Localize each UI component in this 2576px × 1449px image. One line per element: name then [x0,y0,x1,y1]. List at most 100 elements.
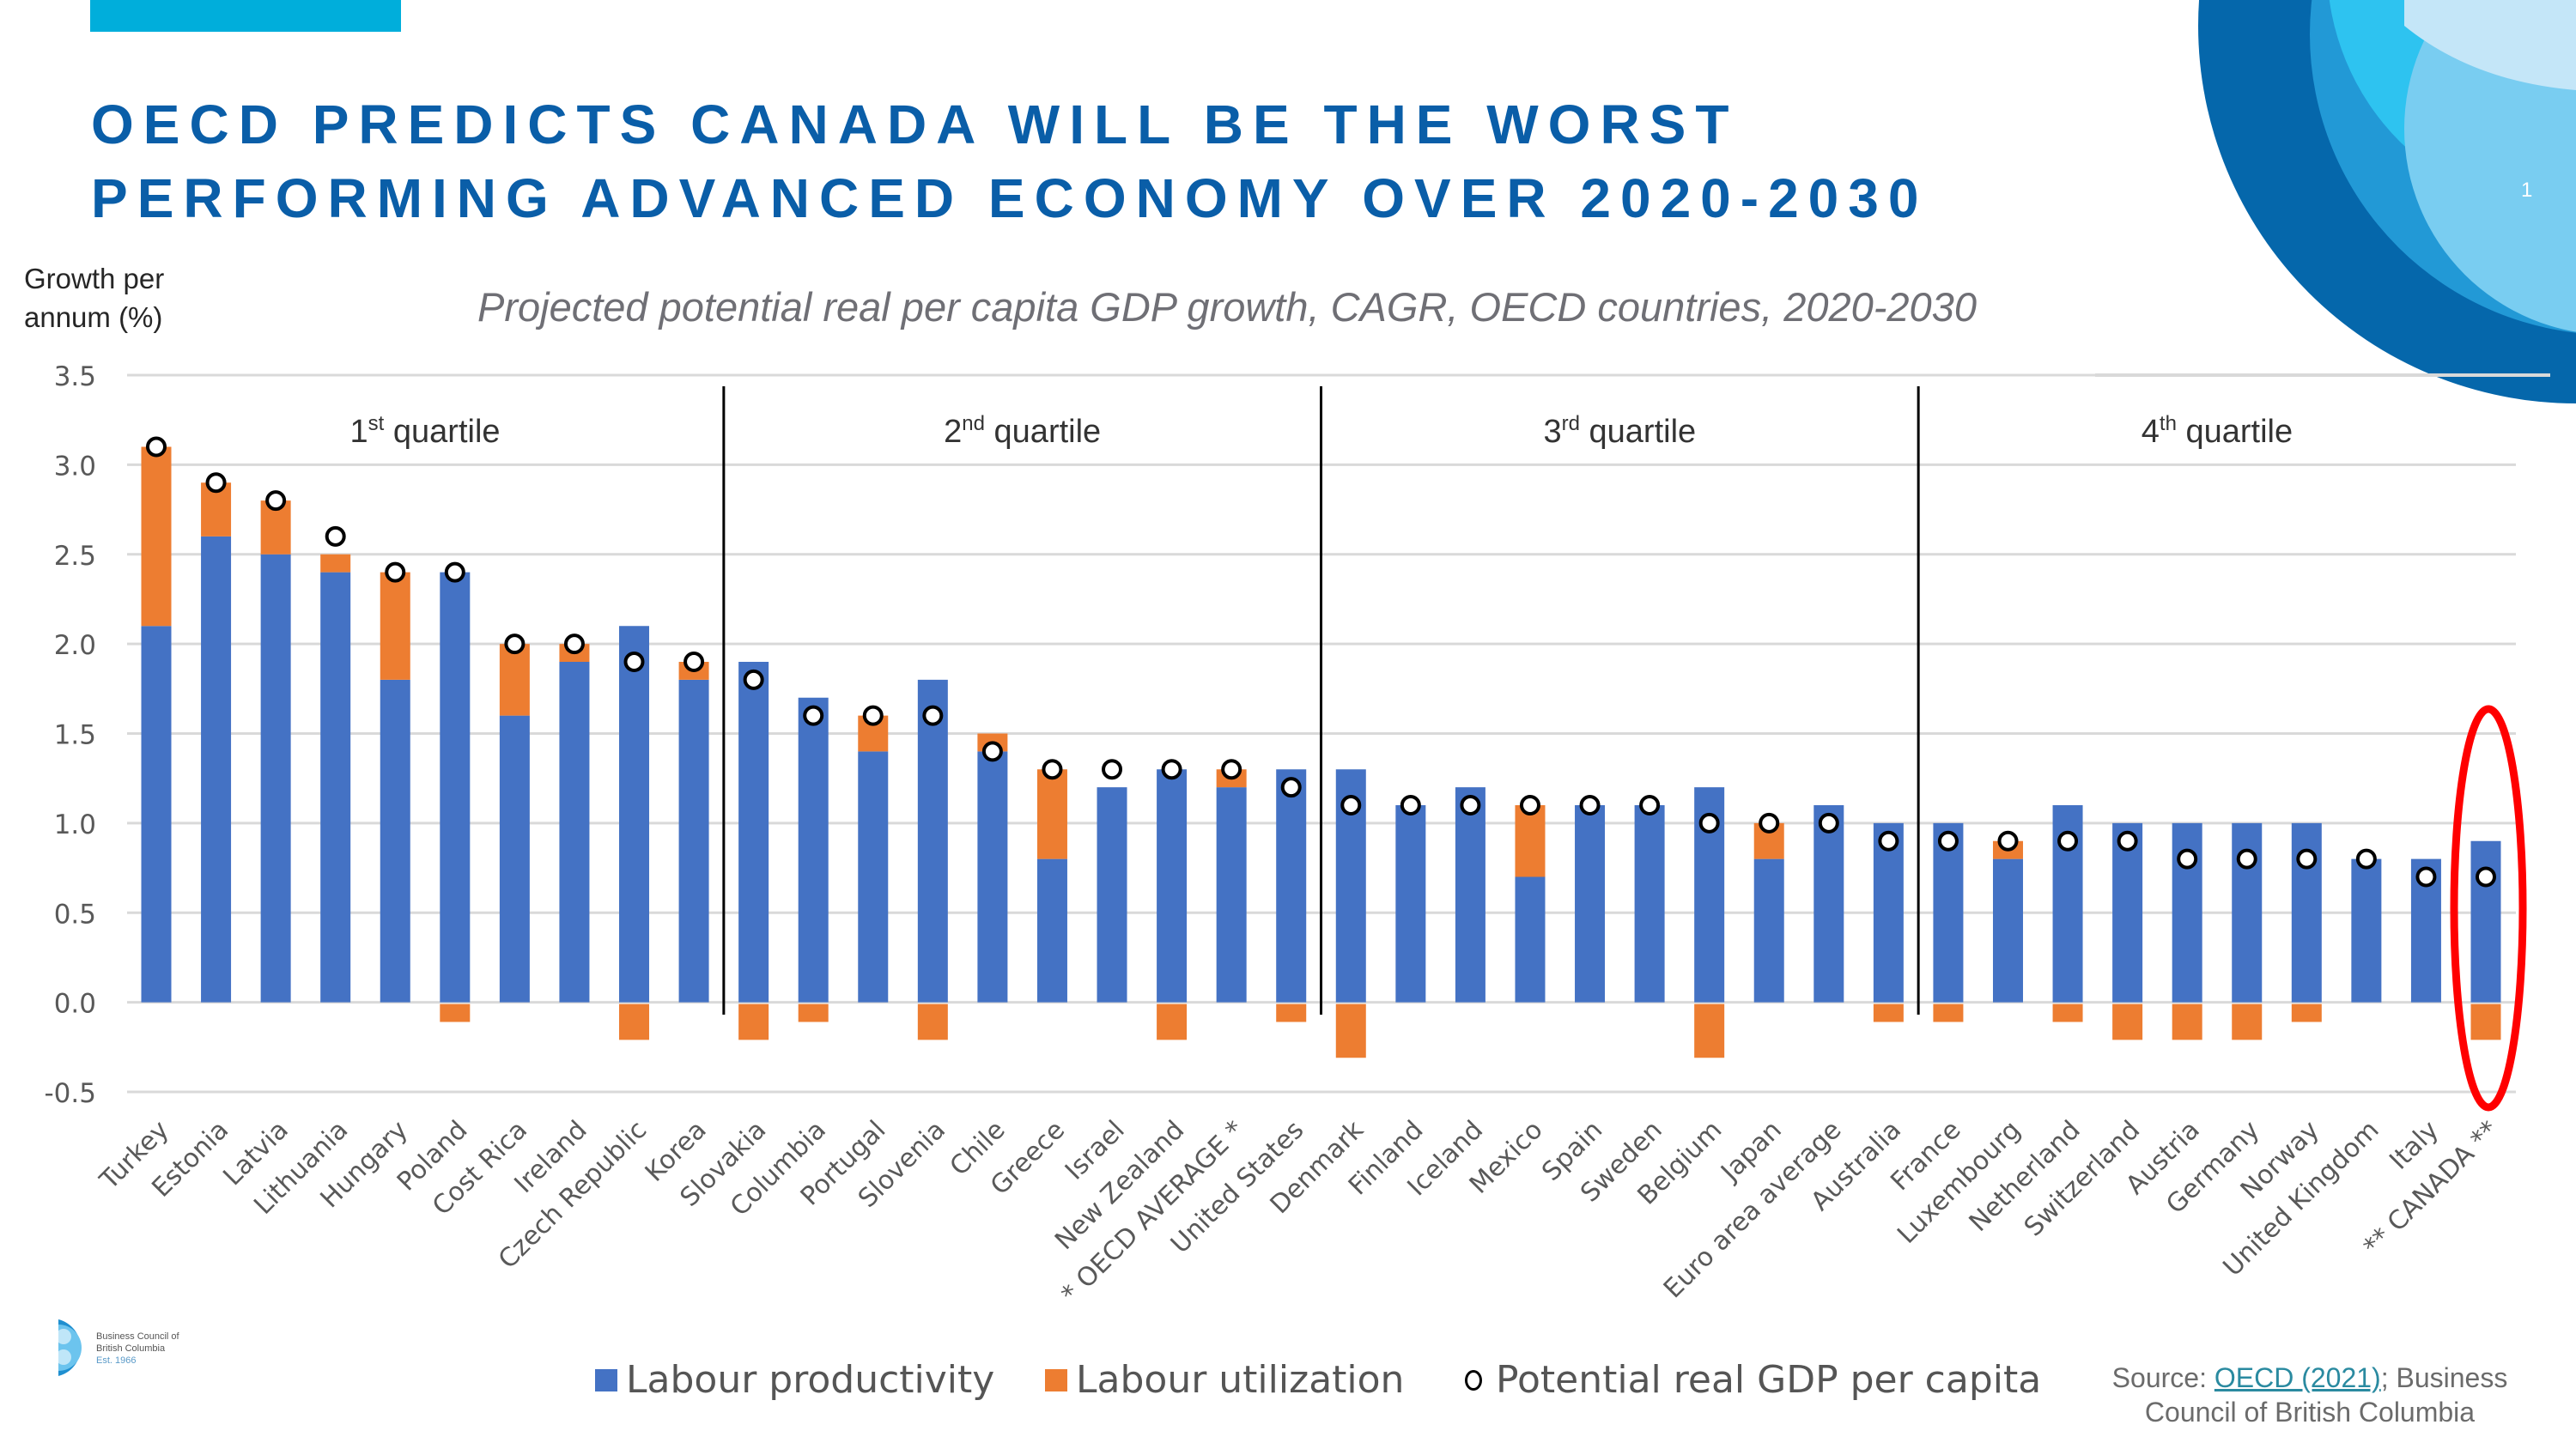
quartile-label: 3rd quartile [1543,412,1696,450]
marker-potential-gdp [1519,795,1540,815]
marker-potential-gdp [205,472,227,494]
slide-title-line-1: OECD PREDICTS CANADA WILL BE THE WORST [91,94,1739,155]
highlight-ellipse [2450,705,2527,1112]
bar-labour-productivity [260,554,291,1003]
bar-labour-utilization [1873,1003,1904,1022]
bar-labour-productivity [380,679,410,1003]
marker-potential-gdp [1340,795,1362,815]
bcbc-logo-icon [58,1319,82,1376]
marker-potential-gdp [2117,830,2138,852]
bar-labour-utilization [619,1003,650,1040]
bar-labour-productivity [858,751,889,1003]
bar-labour-productivity [1814,805,1844,1003]
bar-labour-productivity [141,626,172,1003]
bar-labour-productivity [2351,858,2382,1003]
legend-item-labour-utilization: Labour utilization [1045,1358,1404,1402]
bar-labour-productivity [2470,840,2501,1003]
bar-labour-utilization [917,1003,948,1040]
bar-labour-utilization [1157,1003,1188,1040]
legend-item-potential-gdp: Potential real GDP per capita [1465,1358,2041,1402]
bar-labour-utilization [2291,1003,2322,1022]
y-tick-label: 1.5 [54,720,96,751]
marker-potential-gdp [504,634,526,655]
bar-labour-productivity [1455,787,1485,1003]
bar-labour-productivity [559,662,590,1003]
marker-potential-gdp [623,652,645,672]
marker-potential-gdp [683,652,705,672]
bar-labour-productivity [1634,805,1665,1003]
bar-labour-utilization [1276,1003,1307,1022]
marker-potential-gdp [1579,795,1601,815]
bar-labour-productivity [320,572,351,1003]
source-suffix: ; Business Council of British Columbia [2144,1362,2508,1428]
bar-labour-productivity [1216,787,1247,1003]
bar-labour-utilization [1694,1003,1725,1058]
bar-labour-productivity [738,662,769,1003]
marker-potential-gdp [1997,830,2019,852]
marker-potential-gdp [2177,848,2198,870]
marker-potential-gdp [862,705,884,726]
bar-labour-productivity [977,751,1008,1003]
bar-labour-productivity [1575,805,1606,1003]
marker-potential-gdp [1280,777,1302,798]
bar-labour-utilization [440,1003,471,1022]
marker-potential-gdp [325,525,346,547]
logo-text: Business Council of British Columbia Est… [96,1331,179,1367]
bar-labour-productivity [678,679,709,1003]
bar-labour-utilization [2052,1003,2083,1022]
y-tick-label: 0.5 [54,899,96,930]
y-tick-label: 3.0 [54,451,96,482]
bar-labour-utilization [1515,805,1546,877]
bar-labour-utilization [738,1003,769,1040]
y-tick-label: -0.5 [45,1078,97,1109]
y-axis-label-line-2: annum (%) [24,301,163,333]
marker-potential-gdp [2415,866,2437,888]
marker-potential-gdp [1878,830,1899,852]
bar-labour-utilization [380,572,410,680]
legend-label: Potential real GDP per capita [1496,1358,2042,1402]
decorative-circles [2095,0,2576,403]
bar-labour-utilization [2232,1003,2263,1040]
marker-potential-gdp [922,705,944,726]
legend-marker-circle-icon [1465,1369,1482,1391]
marker-potential-gdp [1221,759,1242,780]
logo-line-2: British Columbia [96,1343,166,1354]
bar-labour-productivity [1515,876,1546,1003]
marker-potential-gdp [981,741,1003,762]
y-tick-label: 2.0 [54,630,96,661]
bar-labour-productivity [440,572,471,1003]
marker-potential-gdp [563,634,585,655]
marker-potential-gdp [803,705,824,726]
marker-potential-gdp [1639,795,1661,815]
legend-swatch-blue [595,1368,617,1391]
marker-potential-gdp [1400,795,1421,815]
source-note: Source: OECD (2021); Business Council of… [2095,1361,2524,1429]
y-tick-label: 3.5 [54,361,96,392]
bar-labour-utilization [1933,1003,1964,1022]
bar-labour-productivity [1276,769,1307,1003]
bar-labour-productivity [917,679,948,1003]
quartile-label: 1st quartile [350,412,501,450]
marker-potential-gdp [1698,812,1720,834]
logo-line-3: Est. 1966 [96,1355,137,1366]
marker-potential-gdp [1102,759,1123,780]
bar-labour-productivity [1992,858,2023,1003]
marker-potential-gdp [743,669,764,690]
bar-labour-utilization [2172,1003,2202,1040]
bar-labour-utilization [798,1003,829,1022]
bar-labour-productivity [1157,769,1188,1003]
bar-labour-productivity [1036,858,1067,1003]
bar-labour-utilization [141,446,172,627]
bar-labour-utilization [2470,1003,2501,1040]
marker-potential-gdp [444,561,465,583]
bar-labour-productivity [619,626,650,1003]
bar-labour-utilization [1036,769,1067,859]
bar-labour-productivity [1873,822,1904,1003]
slide-number: 1 [2521,179,2533,202]
legend-item-labour-productivity: Labour productivity [595,1358,994,1402]
y-tick-label: 0.0 [54,989,96,1020]
bar-labour-productivity [1933,822,1964,1003]
source-link[interactable]: OECD (2021) [2214,1362,2381,1393]
marker-potential-gdp [2355,848,2377,870]
marker-potential-gdp [1818,812,1839,834]
